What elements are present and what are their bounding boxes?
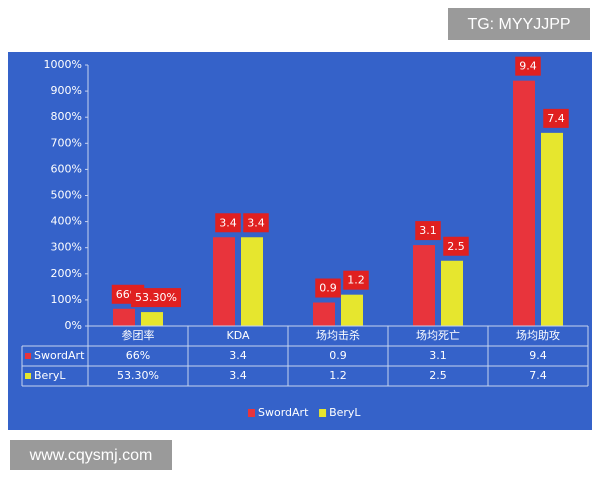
data-label: 3.4 [247,216,265,229]
bar [141,312,163,326]
y-tick-label: 100% [51,293,82,306]
legend-key [319,409,327,417]
data-label: 9.4 [519,60,537,73]
data-label: 3.1 [419,224,437,237]
data-label-box [515,56,541,76]
bar [513,80,535,326]
table-cell: 66% [126,349,150,362]
x-tick-label: 场均击杀 [316,328,360,342]
watermark-box [448,8,590,40]
x-tick-label: 场均死亡 [416,328,460,342]
x-tick-label: 参团率 [122,328,155,342]
bar [113,308,135,326]
table-row-label: BeryL [34,369,66,382]
watermark: www.cqysmj.com [29,447,153,464]
table-cell: 3.4 [229,349,247,362]
data-label-box [131,288,181,308]
data-label: 0.9 [319,282,337,295]
y-tick-label: 900% [51,84,82,97]
y-tick-label: 200% [51,267,82,280]
data-label-box [543,108,569,128]
y-tick-label: 500% [51,189,82,202]
table-cell: 3.1 [429,349,447,362]
table-cell: 9.4 [529,349,547,362]
data-label-box [415,221,441,241]
watermark: TG: MYYJJPP [467,16,570,33]
chart-area [8,52,592,430]
x-tick-label: KDA [226,329,249,342]
legend-label: SwordArt [258,406,309,419]
data-label-box [243,213,269,233]
data-label-box [215,213,241,233]
y-tick-label: 1000% [44,58,82,71]
table-row-label: SwordArt [34,349,85,362]
legend-key [25,373,31,379]
y-tick-label: 700% [51,136,82,149]
bar [341,294,363,326]
bar [313,302,335,326]
legend-label: BeryL [329,406,361,419]
table-cell: 7.4 [529,369,547,382]
bar [541,132,563,326]
table-cell: 1.2 [329,369,347,382]
bar [441,260,463,326]
table-cell: 0.9 [329,349,347,362]
table-cell: 2.5 [429,369,447,382]
legend-key [25,353,31,359]
bar [241,237,263,326]
y-tick-label: 0% [65,319,82,332]
y-tick-label: 300% [51,241,82,254]
data-label: 3.4 [219,216,237,229]
table-cell: 53.30% [117,369,159,382]
data-label: 53.30% [135,291,177,304]
data-label: 2.5 [447,240,465,253]
y-tick-label: 800% [51,110,82,123]
legend-key [248,409,255,417]
watermark-box [10,440,172,470]
y-tick-label: 400% [51,215,82,228]
data-label: 7.4 [547,112,565,125]
data-label-box [343,270,369,290]
table-cell: 3.4 [229,369,247,382]
x-tick-label: 场均助攻 [516,328,560,342]
y-tick-label: 600% [51,162,82,175]
bar [413,245,435,326]
data-label-box [315,278,341,298]
data-label: 1.2 [347,274,365,287]
bar [213,237,235,326]
data-label-box [443,236,469,256]
